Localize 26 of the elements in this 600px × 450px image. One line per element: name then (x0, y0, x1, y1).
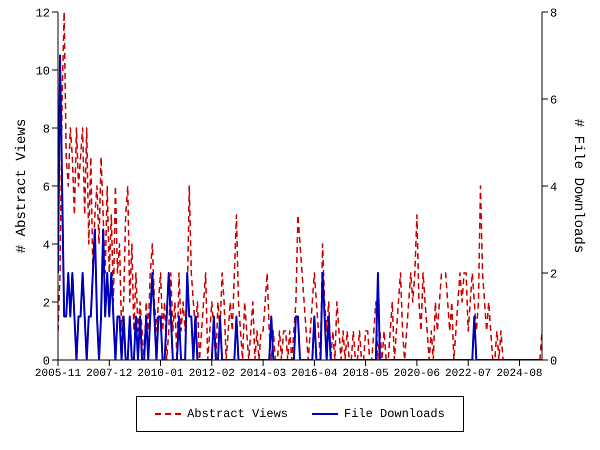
x-tick-label: 2024-08 (496, 368, 543, 380)
y-tick-label: 6 (42, 180, 50, 194)
y-tick-label: 0 (42, 354, 50, 368)
y-tick-label: 4 (42, 238, 50, 252)
legend-label: Abstract Views (186, 407, 288, 421)
y2-tick-label: 4 (550, 180, 558, 194)
y2-tick-label: 8 (550, 6, 558, 20)
x-tick-label: 2022-07 (445, 368, 492, 380)
y-axis-title: # Abstract Views (14, 118, 30, 254)
x-tick-label: 2020-06 (394, 368, 440, 380)
y2-axis-title: # File Downloads (570, 118, 586, 254)
y-tick-label: 8 (42, 122, 50, 136)
x-tick-label: 2012-02 (188, 368, 235, 380)
y-tick-label: 12 (36, 6, 50, 20)
legend-label: File Downloads (343, 407, 445, 421)
x-tick-label: 2005-11 (34, 368, 82, 380)
y-tick-label: 10 (36, 64, 50, 78)
y-tick-label: 2 (42, 296, 50, 310)
x-tick-label: 2016-04 (291, 368, 338, 380)
y2-tick-label: 2 (550, 267, 558, 282)
x-tick-label: 2007-12 (86, 368, 132, 380)
y2-tick-label: 0 (550, 354, 558, 368)
x-tick-label: 2014-03 (240, 368, 286, 380)
x-tick-label: 2010-01 (137, 368, 184, 380)
x-tick-label: 2018-05 (342, 368, 389, 380)
y2-tick-label: 6 (550, 93, 558, 108)
